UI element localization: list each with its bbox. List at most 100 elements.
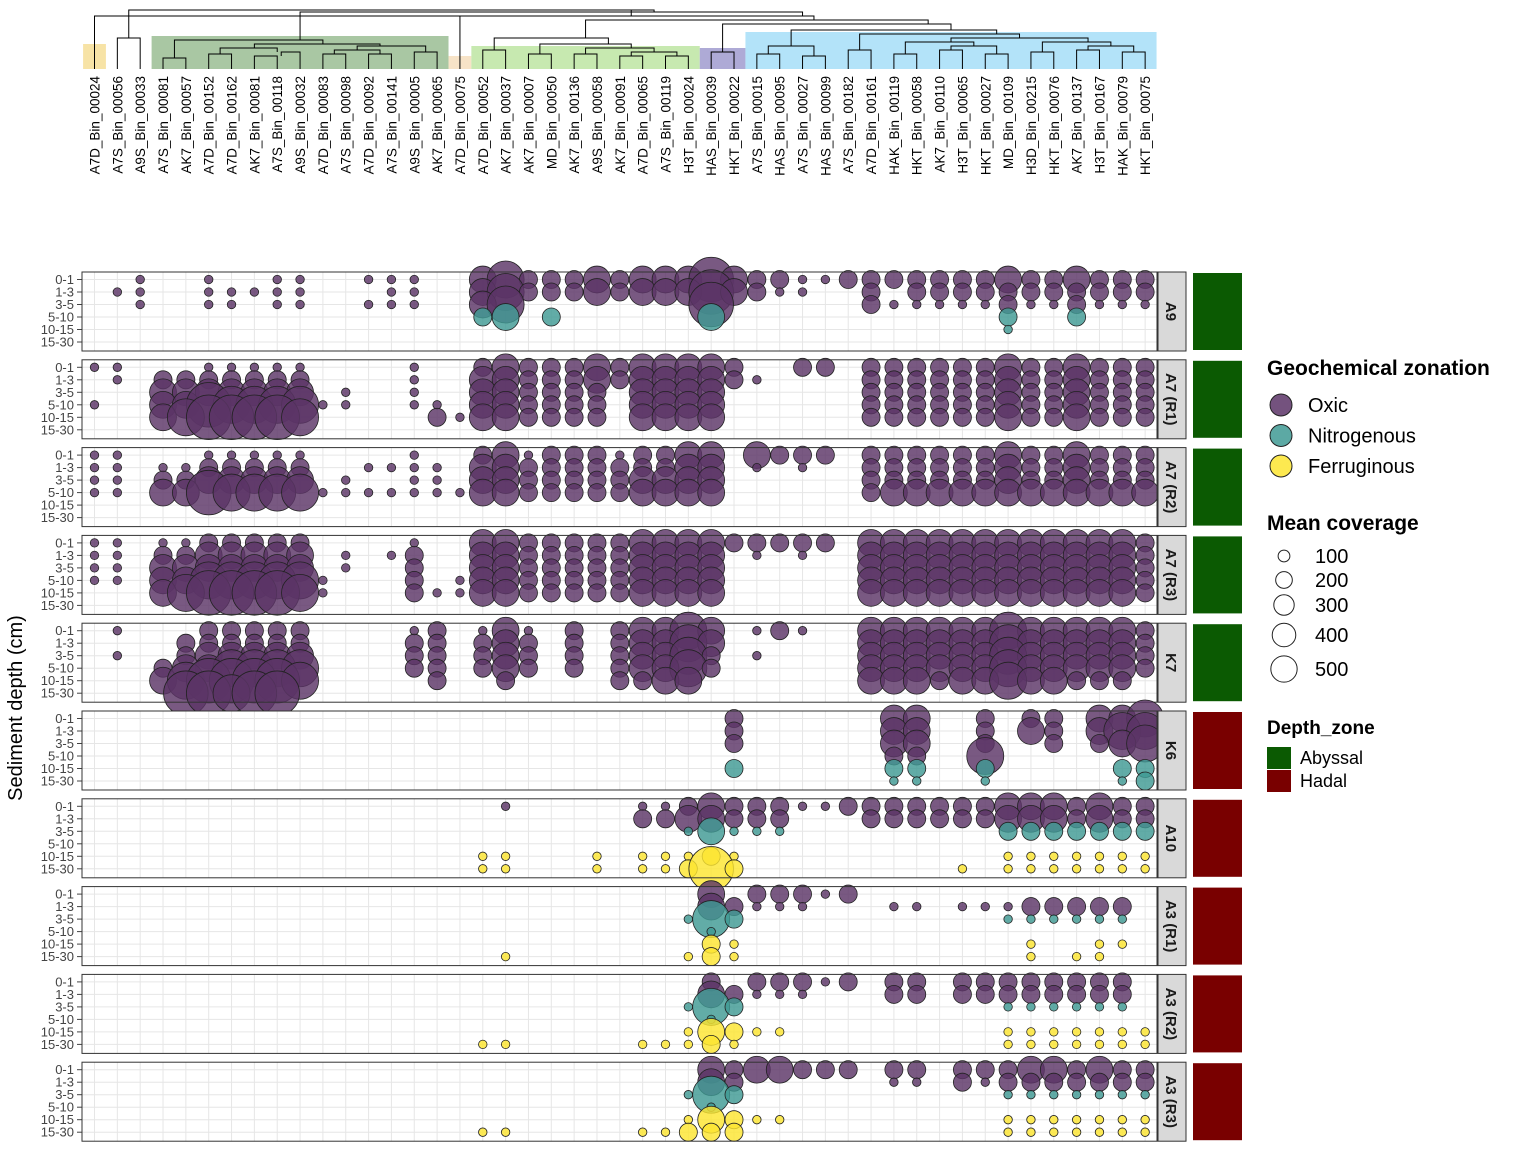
dendrogram-branch (253, 43, 381, 48)
legend-geochemical-title: Geochemical zonation (1267, 357, 1490, 380)
legend-coverage-label: 100 (1315, 546, 1348, 568)
bubble (1049, 1039, 1059, 1050)
facet-strip (1157, 622, 1187, 703)
bubble (1044, 407, 1064, 427)
bubble (747, 972, 767, 992)
bubble (1026, 864, 1036, 874)
depth-tick-label: 0-1 (55, 535, 74, 550)
bubble (820, 801, 831, 811)
bubble (341, 387, 351, 397)
bubble (500, 951, 511, 962)
bubble (1067, 897, 1087, 917)
dendrogram (83, 9, 1157, 69)
depth-tick-label: 5-10 (48, 397, 74, 412)
bubble (112, 487, 122, 498)
depth-tick-label: 0-1 (55, 272, 74, 287)
bubble (1021, 821, 1041, 841)
bubble (1026, 951, 1036, 962)
bubble (592, 851, 602, 861)
bubble (89, 400, 100, 410)
bin-label: A7S_Bin_00182 (841, 76, 856, 174)
bubble (683, 1115, 693, 1125)
bin-label: AK7_Bin_00091 (613, 76, 628, 174)
bubble (1117, 1002, 1127, 1012)
bubble (797, 274, 808, 285)
bubble (701, 658, 721, 678)
bubble (204, 450, 214, 460)
bin-label: HAS_Bin_00095 (773, 76, 788, 176)
bubble (683, 1002, 693, 1012)
depth-tick-label: 5-10 (48, 661, 74, 676)
bubble (793, 884, 812, 904)
bin-label: A7S_Bin_00118 (270, 76, 285, 173)
bubble (775, 1115, 785, 1125)
bubble (541, 583, 561, 603)
depth-tick-label: 3-5 (55, 297, 74, 312)
bubble (1071, 864, 1082, 874)
depth-tick-label: 10-15 (41, 1024, 74, 1039)
bubble (1026, 1090, 1036, 1100)
bubble (1094, 1115, 1105, 1125)
bin-label: A7D_Bin_00162 (225, 76, 240, 174)
bubble (998, 984, 1018, 1004)
bubble (587, 583, 607, 603)
bubble (747, 884, 767, 904)
bubble (953, 407, 972, 427)
bubble (226, 450, 237, 460)
bubble (815, 1060, 835, 1080)
bubble (318, 487, 328, 498)
legend-depthzone-title: Depth_zone (1267, 718, 1375, 739)
facet-panels: 0-11-33-55-1010-1515-30A90-11-33-55-1010… (41, 256, 1242, 1142)
bubble (701, 947, 721, 967)
bubble (1044, 984, 1064, 1004)
bubble (1090, 407, 1109, 427)
bubble (838, 972, 858, 992)
bubble (112, 475, 122, 485)
bubble (797, 462, 808, 473)
bubble (564, 583, 584, 603)
bubble (1090, 984, 1109, 1004)
bubble (409, 475, 419, 485)
bin-label: AK7_Bin_00081 (247, 76, 262, 174)
bubble (1135, 771, 1155, 791)
legend-coverage-label: 200 (1315, 570, 1348, 592)
bubble (519, 407, 538, 427)
depth-tick-label: 10-15 (41, 761, 74, 776)
bubble (386, 299, 397, 310)
bubble (478, 626, 488, 636)
bubble (998, 307, 1018, 327)
bubble (363, 462, 374, 473)
facet-strip (1157, 1061, 1187, 1142)
bubble (724, 1022, 744, 1042)
depth-tick-label: 1-3 (55, 548, 74, 563)
bubble (975, 809, 995, 829)
bubble (797, 989, 808, 1000)
bubble (1003, 901, 1013, 912)
bubble (491, 403, 520, 432)
depth-tick-label: 0-1 (55, 887, 74, 902)
bubble (1049, 914, 1059, 924)
bubble (181, 462, 191, 473)
bubble (1090, 734, 1109, 753)
depth-zone-tile (1193, 273, 1242, 350)
bubble (752, 462, 762, 473)
bubble (363, 487, 374, 498)
dendrogram-branch (116, 37, 141, 60)
depth-tick-label: 10-15 (41, 849, 74, 864)
bubble (660, 851, 671, 861)
bubble (1049, 851, 1059, 861)
depth-tick-label: 15-30 (41, 598, 74, 613)
bin-label: A7S_Bin_00027 (796, 76, 811, 174)
bubble (729, 1039, 739, 1050)
bin-label: H3D_Bin_00215 (1024, 76, 1039, 175)
bubble (1094, 1127, 1105, 1137)
bubble (1003, 1090, 1013, 1100)
bubble (89, 475, 100, 485)
bubble (1117, 1127, 1127, 1137)
bubble (1003, 1115, 1013, 1125)
bubble (427, 671, 447, 691)
bubble (112, 575, 122, 586)
depth-tick-label: 3-5 (55, 385, 74, 400)
dendrogram-branch (128, 9, 655, 38)
